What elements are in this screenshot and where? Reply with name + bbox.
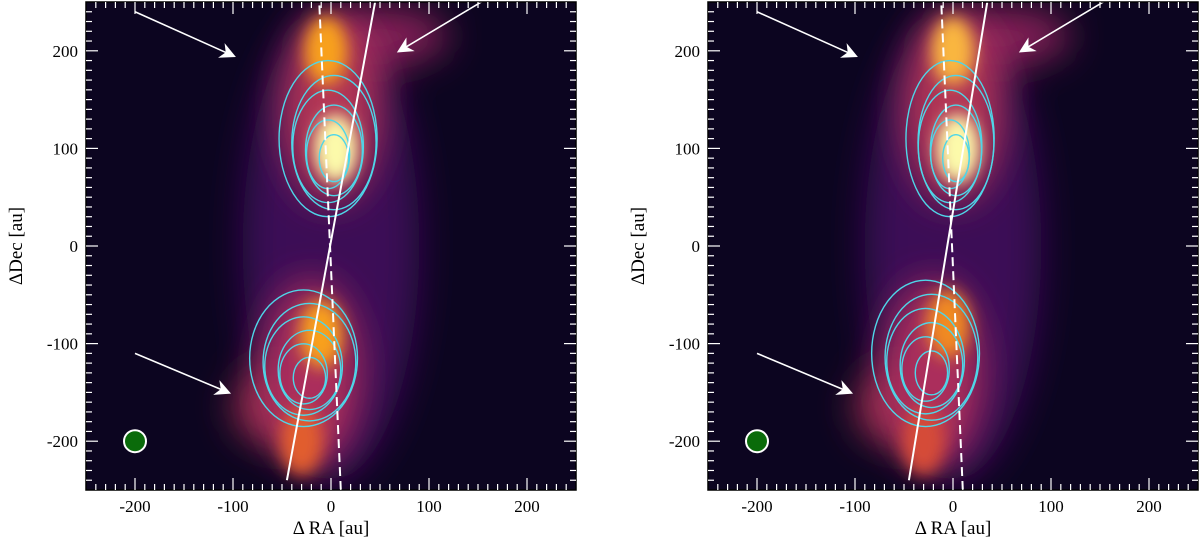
contour bbox=[884, 293, 979, 421]
annotation-arrow bbox=[134, 352, 232, 395]
contour bbox=[304, 104, 364, 197]
contour bbox=[248, 289, 359, 428]
x-tick-label: 200 bbox=[514, 497, 540, 516]
beam-ellipse bbox=[745, 429, 769, 454]
outflow-line-dashed bbox=[318, 2, 342, 490]
emission-peak bbox=[314, 114, 358, 183]
x-tick-label: -200 bbox=[119, 497, 150, 516]
beam-ellipse bbox=[123, 429, 147, 454]
outflow-line-dashed bbox=[940, 2, 964, 490]
contour bbox=[279, 343, 328, 405]
emission-peak bbox=[304, 16, 348, 85]
axis-ticks bbox=[86, 2, 576, 490]
contour bbox=[291, 74, 377, 211]
contour bbox=[277, 329, 342, 411]
x-tick-label: -200 bbox=[741, 497, 772, 516]
contour bbox=[886, 307, 966, 415]
contour bbox=[901, 336, 950, 402]
y-tick-label: 200 bbox=[53, 42, 79, 61]
y-tick-label: -100 bbox=[669, 335, 700, 354]
panel-1: -200 -100 0 100 200 -200 -100 0 100 200 Δ RA [au] Δ… bbox=[6, 1, 577, 539]
emission-peak bbox=[902, 407, 946, 476]
emission-peak bbox=[931, 16, 975, 85]
x-tick-label: 200 bbox=[1136, 497, 1162, 516]
outflow-line-solid bbox=[285, 2, 377, 481]
axis-ticks bbox=[708, 2, 1198, 490]
annotation-arrow bbox=[1018, 2, 1105, 53]
x-tick-label: -100 bbox=[217, 497, 248, 516]
x-tick-label: 100 bbox=[416, 497, 442, 516]
y-tick-label: 100 bbox=[53, 139, 79, 158]
outflow-lines bbox=[907, 2, 989, 490]
x-tick-label: 0 bbox=[949, 497, 958, 516]
contour bbox=[262, 302, 357, 422]
y-tick-label: 0 bbox=[70, 237, 79, 256]
y-axis-title: ΔDec [au] bbox=[628, 207, 649, 285]
emission-peak bbox=[280, 407, 324, 476]
annotation-arrow bbox=[756, 352, 854, 395]
x-tick-label: 0 bbox=[327, 497, 336, 516]
contour bbox=[264, 316, 344, 416]
y-tick-label: 0 bbox=[692, 237, 701, 256]
arrows bbox=[134, 2, 483, 395]
x-axis-title: Δ RA [au] bbox=[915, 518, 992, 539]
arrows bbox=[756, 2, 1105, 395]
x-tick-label: 100 bbox=[1038, 497, 1064, 516]
x-tick-label: -100 bbox=[839, 497, 870, 516]
annotation-arrow bbox=[756, 11, 858, 58]
annotation-arrow bbox=[396, 2, 483, 53]
emission-peak bbox=[936, 114, 980, 183]
contour bbox=[899, 321, 964, 409]
y-axis-title: ΔDec [au] bbox=[6, 207, 27, 285]
y-tick-label: -200 bbox=[669, 432, 700, 451]
contour bbox=[914, 350, 949, 396]
outflow-lines bbox=[285, 2, 377, 490]
contour bbox=[870, 279, 981, 428]
y-tick-label: 200 bbox=[675, 42, 701, 61]
panel-2: -200 -100 0 100 200 -200 -100 0 100 200 Δ RA [au] Δ… bbox=[628, 1, 1199, 539]
outflow-line-solid bbox=[907, 2, 989, 481]
y-tick-label: -200 bbox=[47, 432, 78, 451]
y-tick-label: -100 bbox=[47, 335, 78, 354]
contour bbox=[942, 134, 970, 183]
contour bbox=[318, 134, 350, 183]
contours bbox=[870, 59, 995, 428]
annotation-arrow bbox=[134, 11, 236, 58]
x-axis-title: Δ RA [au] bbox=[293, 518, 370, 539]
y-tick-label: 100 bbox=[675, 139, 701, 158]
